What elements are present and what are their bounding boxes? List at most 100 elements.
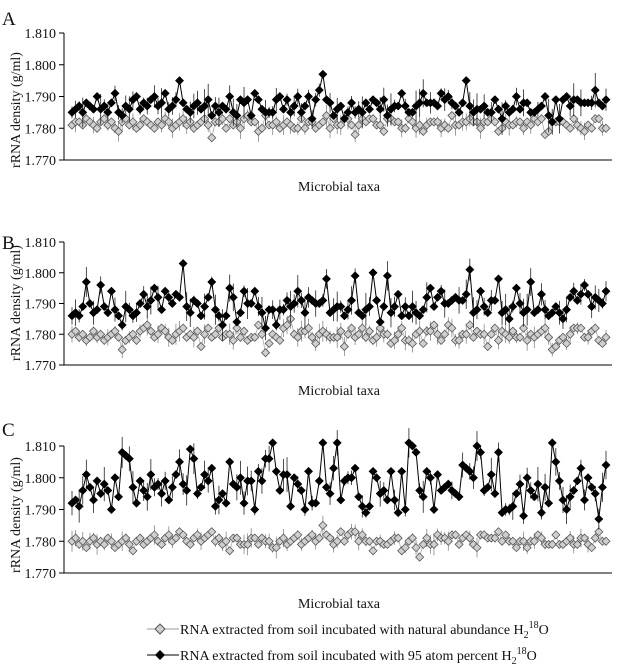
panel-a-ytick-label: 1.800	[25, 59, 57, 74]
data-point	[157, 489, 167, 499]
panel-c-ylabel: rRNA density (g/ml)	[9, 457, 24, 573]
data-point	[293, 123, 303, 133]
data-point	[415, 326, 425, 336]
data-point	[167, 335, 177, 345]
data-point	[415, 552, 425, 562]
data-point	[397, 323, 407, 333]
data-point	[210, 501, 220, 511]
data-point	[508, 501, 518, 511]
data-point	[257, 308, 267, 318]
data-point	[379, 485, 389, 496]
data-point	[268, 305, 278, 315]
data-point	[339, 536, 349, 546]
data-point	[375, 104, 385, 114]
data-point	[200, 470, 210, 480]
panel-b-ytick-label: 1.800	[25, 267, 57, 282]
data-point	[497, 536, 507, 546]
data-point	[264, 536, 274, 546]
data-point	[99, 101, 109, 111]
data-point	[551, 530, 561, 540]
data-point	[418, 88, 428, 98]
data-point	[501, 530, 511, 540]
data-point	[278, 305, 289, 315]
data-point	[594, 527, 604, 537]
data-point	[472, 305, 482, 315]
data-point	[142, 320, 152, 330]
data-point	[167, 298, 177, 309]
data-point	[590, 85, 600, 95]
data-point	[157, 98, 167, 108]
data-point	[418, 539, 428, 549]
data-point	[587, 482, 597, 492]
data-point	[282, 295, 292, 305]
panel-b-ylabel: rRNA density (g/ml)	[9, 245, 24, 361]
data-point	[81, 98, 91, 108]
data-point	[214, 107, 224, 117]
data-point	[260, 323, 271, 333]
legend-natural-prefix: RNA extracted from soil incubated with n…	[180, 623, 524, 638]
data-point	[565, 533, 575, 543]
panel-a-xlabel: Microbial taxa	[298, 180, 381, 195]
data-point	[110, 473, 120, 483]
data-point	[425, 473, 435, 483]
data-point	[522, 335, 532, 345]
data-point	[85, 332, 95, 342]
legend-heavy-suffix: O	[527, 649, 537, 664]
data-point	[307, 530, 317, 540]
data-point	[533, 305, 543, 315]
data-point	[92, 91, 102, 102]
data-point	[508, 536, 518, 546]
data-point	[447, 323, 457, 333]
data-point	[554, 114, 564, 124]
data-point	[117, 110, 127, 121]
data-point	[493, 104, 504, 114]
data-point	[400, 543, 410, 553]
data-point	[529, 536, 539, 546]
data-point	[540, 91, 550, 102]
data-point	[142, 492, 152, 502]
data-point	[579, 126, 590, 136]
data-point	[78, 107, 88, 117]
data-point	[468, 332, 478, 342]
data-point	[536, 289, 547, 299]
data-point	[81, 277, 91, 287]
data-point	[522, 473, 532, 483]
data-point	[296, 107, 306, 117]
data-point	[400, 123, 410, 133]
data-point	[519, 511, 529, 521]
data-point	[228, 292, 238, 302]
data-point	[257, 476, 267, 486]
data-point	[375, 323, 385, 333]
data-point	[142, 302, 152, 312]
data-point	[221, 311, 231, 321]
data-point	[110, 326, 120, 336]
data-point	[78, 536, 88, 546]
data-point	[454, 335, 464, 345]
data-point	[346, 473, 357, 483]
data-point	[386, 466, 396, 476]
data-point	[551, 341, 561, 352]
data-point	[336, 527, 346, 537]
panel-c-label: C	[2, 420, 15, 441]
data-point	[189, 454, 199, 464]
data-point	[203, 120, 213, 130]
data-point	[339, 311, 349, 321]
data-point	[583, 289, 593, 299]
data-point	[185, 308, 195, 318]
data-point	[225, 329, 235, 339]
data-point	[361, 98, 371, 108]
data-point	[311, 338, 321, 349]
data-point	[160, 326, 170, 336]
data-point	[540, 482, 550, 492]
data-point	[99, 114, 109, 124]
data-point	[544, 332, 554, 342]
data-point	[364, 501, 375, 511]
data-point	[404, 311, 414, 321]
data-point	[343, 329, 353, 339]
data-point	[490, 95, 500, 105]
data-point	[88, 533, 99, 543]
data-point	[336, 326, 346, 336]
data-point	[235, 332, 246, 342]
data-point	[433, 101, 443, 111]
data-point	[468, 473, 478, 483]
